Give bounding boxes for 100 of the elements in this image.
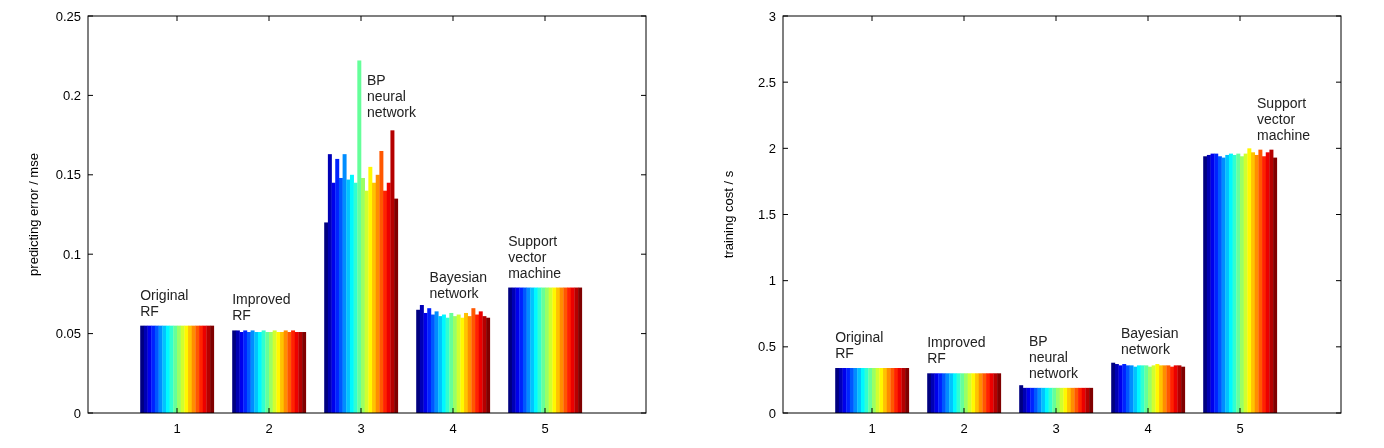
bar xyxy=(1262,156,1267,413)
x-tick-label: 5 xyxy=(1236,421,1244,436)
bar xyxy=(210,325,215,413)
annotation: Improved RF xyxy=(232,291,291,324)
bar xyxy=(390,130,395,413)
bar xyxy=(1247,148,1252,413)
annotation: Original RF xyxy=(140,286,189,319)
y-tick-label: 3 xyxy=(768,8,776,24)
bar xyxy=(357,60,362,413)
annotation: Support vector machine xyxy=(1257,94,1311,143)
bar xyxy=(287,332,292,413)
y-tick-label: 0 xyxy=(73,405,81,421)
y-tick-label: 0 xyxy=(768,405,776,421)
y-axis-title: predicting error / mse xyxy=(26,153,41,276)
bar xyxy=(1236,153,1241,413)
bar xyxy=(298,332,303,413)
x-tick-label: 3 xyxy=(357,421,365,436)
bar xyxy=(368,166,373,413)
bar xyxy=(177,325,181,413)
bar xyxy=(1177,365,1182,413)
bar xyxy=(905,368,910,413)
annotation: Support vector machine xyxy=(508,232,562,281)
bar xyxy=(276,332,281,413)
y-tick-label: 0.25 xyxy=(55,8,81,24)
bar xyxy=(346,179,351,413)
y-tick-label: 0.2 xyxy=(62,87,81,103)
bar xyxy=(383,190,388,413)
bar xyxy=(453,316,457,413)
bar xyxy=(879,368,884,413)
y-tick-label: 2.5 xyxy=(757,74,776,90)
bar xyxy=(982,373,987,413)
bar xyxy=(206,325,211,413)
x-tick-label: 2 xyxy=(960,421,968,436)
x-tick-label: 1 xyxy=(868,421,876,436)
bar xyxy=(993,373,998,413)
annotation: BP neural network xyxy=(367,71,418,120)
y-tick-label: 0.1 xyxy=(62,246,81,262)
bar xyxy=(361,177,365,413)
bar xyxy=(1085,387,1090,413)
bar xyxy=(578,287,583,413)
annotation: BP neural network xyxy=(1028,332,1079,381)
x-tick-label: 4 xyxy=(1144,421,1152,436)
bar xyxy=(1166,365,1171,413)
bar xyxy=(1240,156,1244,413)
bar xyxy=(574,287,579,413)
bar xyxy=(460,317,465,413)
bar xyxy=(449,312,454,413)
bar xyxy=(1155,364,1160,413)
bar xyxy=(419,305,424,413)
bar xyxy=(901,368,906,413)
bar xyxy=(1258,149,1263,413)
bar xyxy=(430,314,435,413)
bar xyxy=(379,150,384,413)
x-tick-label: 4 xyxy=(449,421,457,436)
y-tick-label: 0.05 xyxy=(55,326,81,342)
bar xyxy=(971,373,976,413)
y-tick-label: 1 xyxy=(768,273,776,289)
bar xyxy=(1269,149,1274,413)
bar xyxy=(335,158,340,413)
bar xyxy=(541,287,546,413)
bar xyxy=(338,177,343,413)
bar xyxy=(471,308,476,413)
bar xyxy=(269,332,273,413)
bar xyxy=(868,368,873,413)
bar xyxy=(1063,387,1068,413)
bar xyxy=(1056,387,1060,413)
bar xyxy=(324,222,329,413)
bar xyxy=(195,325,200,413)
bar xyxy=(1089,387,1094,413)
bar xyxy=(302,332,307,413)
y-tick-label: 2 xyxy=(768,140,776,156)
annotation: Improved RF xyxy=(927,334,986,367)
y-axis-title: training cost / s xyxy=(721,170,736,259)
x-tick-label: 5 xyxy=(541,421,549,436)
x-tick-label: 3 xyxy=(1052,421,1060,436)
bar xyxy=(964,373,968,413)
bar xyxy=(394,198,399,413)
y-tick-label: 0.5 xyxy=(757,339,776,355)
bar xyxy=(552,287,557,413)
bar xyxy=(1052,387,1057,413)
bar xyxy=(173,325,178,413)
bar xyxy=(265,332,270,413)
x-tick-label: 2 xyxy=(265,421,273,436)
bar xyxy=(960,373,965,413)
annotation: Bayesian network xyxy=(429,269,488,302)
y-tick-label: 0.15 xyxy=(55,167,81,183)
bar xyxy=(890,368,895,413)
bar xyxy=(482,316,487,413)
bar xyxy=(872,368,876,413)
bar xyxy=(184,325,189,413)
bar xyxy=(427,308,432,413)
x-tick-label: 1 xyxy=(173,421,181,436)
annotation: Bayesian network xyxy=(1120,324,1179,357)
bar xyxy=(1148,366,1152,413)
bar xyxy=(1273,157,1278,413)
annotation: Original RF xyxy=(835,329,884,362)
bar xyxy=(545,287,549,413)
bar xyxy=(372,182,377,413)
bar xyxy=(349,174,354,413)
bar xyxy=(464,312,469,413)
